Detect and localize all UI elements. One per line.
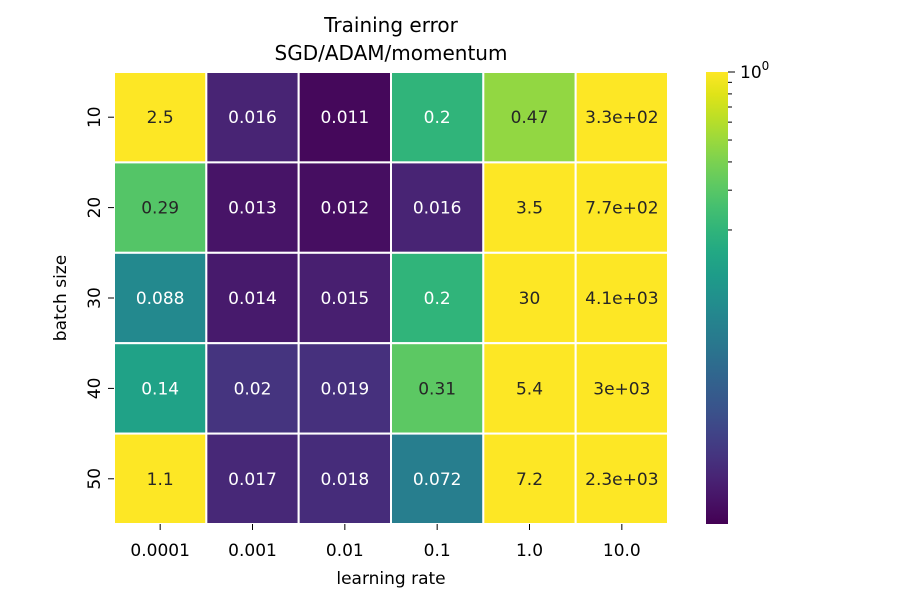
cell-value-label: 3.3e+02 [585,108,658,128]
x-tick-label: 1.0 [516,541,543,561]
heatmap-cell [390,251,485,345]
cell-value-label: 0.014 [228,289,277,309]
heatmap-cell [390,432,485,526]
cell-value-label: 0.017 [228,470,277,490]
cell-value-label: 1.1 [147,470,174,490]
heatmap-cell [113,342,208,435]
heatmap-cell [574,251,670,345]
cell-value-label: 0.015 [320,289,369,309]
cell-value-label: 0.016 [413,199,462,219]
colorbar-tick-label: 100 [740,59,769,83]
cell-value-label: 0.2 [424,108,451,128]
cell-value-label: 4.1e+03 [585,289,658,309]
cell-value-label: 0.018 [320,470,369,490]
heatmap-cell [297,342,392,435]
cell-value-label: 7.2 [516,470,543,490]
cell-value-label: 0.088 [136,289,185,309]
cell-value-label: 0.011 [320,108,369,128]
cell-value-label: 0.019 [320,379,369,399]
heatmap-cell [482,342,577,435]
y-axis: 10 20 30 40 50 [85,106,114,490]
cell-value-label: 0.02 [234,379,272,399]
x-axis-label: learning rate [336,569,445,589]
cell-value-label: 3e+03 [593,379,650,399]
x-tick-label: 0.001 [228,541,277,561]
heatmap-cell [205,342,300,435]
heatmap-cell [574,71,670,164]
cell-value-label: 3.5 [516,199,543,219]
cell-value-label: 7.7e+02 [585,199,658,219]
cell-value-label: 0.072 [413,470,462,490]
cell-value-label: 5.4 [516,379,543,399]
y-axis-label: batch size [51,255,71,341]
cell-value-label: 0.29 [141,199,179,219]
heatmap-value-labels: 2.5 0.016 0.011 0.2 0.47 3.3e+02 0.29 0.013 0.01… [136,108,659,490]
heatmap-cell [574,432,670,526]
heatmap-cell [113,71,208,164]
cell-value-label: 2.5 [147,108,174,128]
cell-value-label: 0.013 [228,199,277,219]
y-tick-label: 20 [85,197,105,219]
x-tick-label: 0.0001 [130,541,189,561]
y-tick-label: 10 [85,106,105,128]
colorbar: 100 [706,59,769,524]
cell-value-label: 0.47 [511,108,549,128]
chart-title: Training error [323,13,458,37]
x-tick-label: 0.01 [326,541,364,561]
heatmap-cell [574,161,670,254]
y-tick-label: 40 [85,378,105,400]
y-tick-label: 30 [85,287,105,309]
heatmap-cell [482,432,577,526]
cell-value-label: 0.016 [228,108,277,128]
x-tick-label: 0.1 [424,541,451,561]
heatmap-cell [205,161,300,254]
colorbar-gradient [706,72,728,524]
x-axis: 0.0001 0.001 0.01 0.1 1.0 10.0 [130,524,641,561]
chart-subtitle: SGD/ADAM/momentum [275,41,508,65]
heatmap-cell [390,161,485,254]
x-tick-label: 10.0 [603,541,641,561]
heatmap-cell [205,71,300,164]
heatmap-cell [205,251,300,345]
cell-value-label: 0.2 [424,289,451,309]
y-tick-label: 50 [85,468,105,490]
heatmap-cell [482,251,577,345]
cell-value-label: 0.31 [418,379,456,399]
heatmap-cell [574,342,670,435]
cell-value-label: 2.3e+03 [585,470,658,490]
heatmap-cells [113,71,670,526]
cell-value-label: 30 [519,289,541,309]
heatmap-cell [297,432,392,526]
cell-value-label: 0.012 [320,199,369,219]
cell-value-label: 0.14 [141,379,179,399]
heatmap-cell [390,342,485,435]
